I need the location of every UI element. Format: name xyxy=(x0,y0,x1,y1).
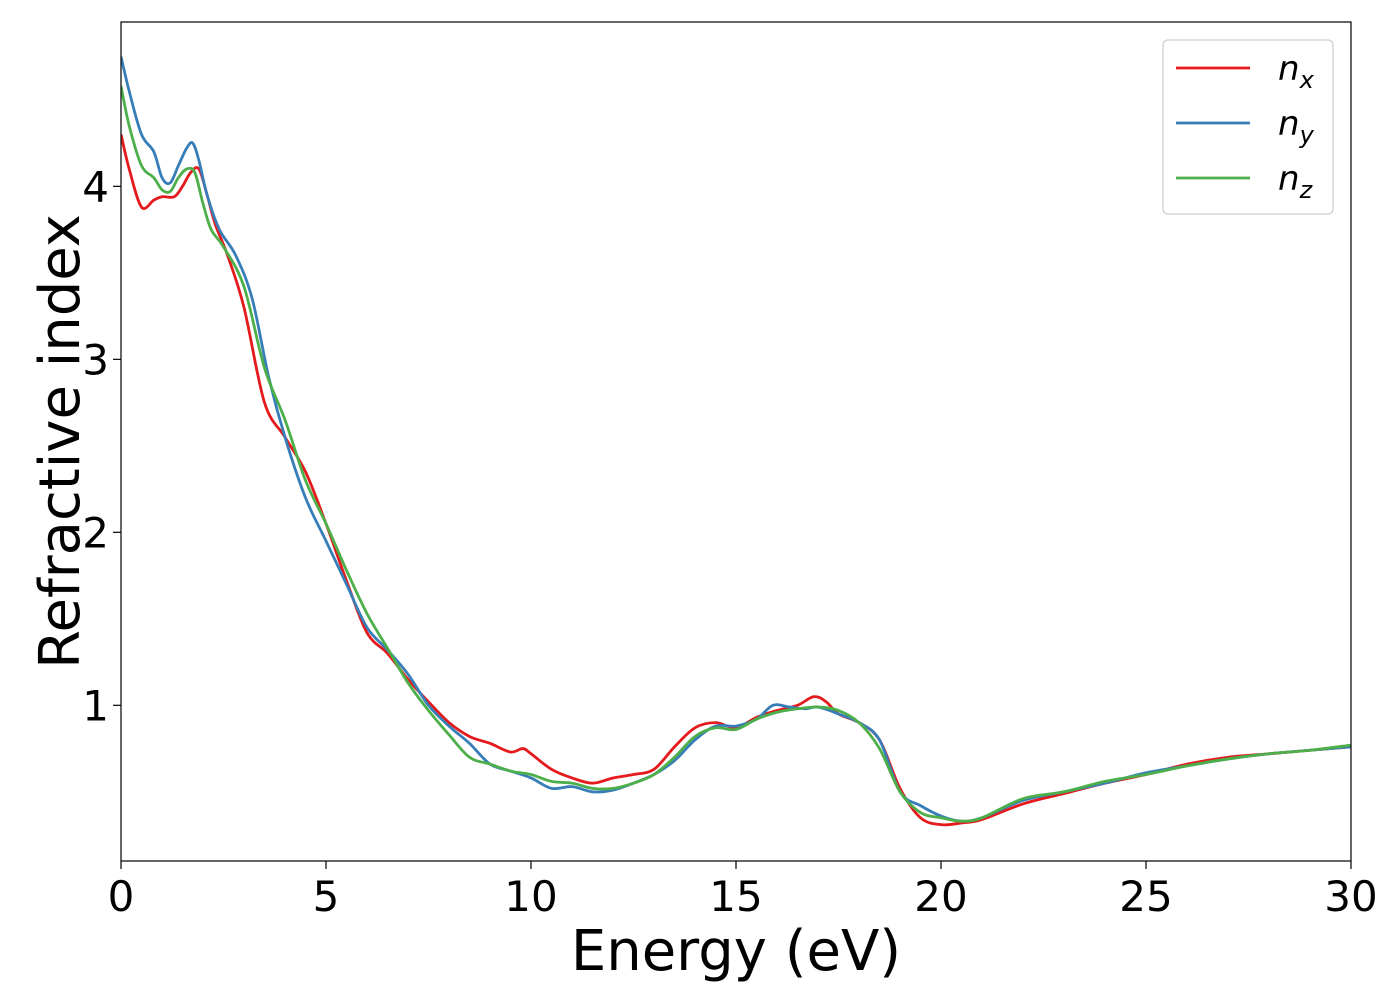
x-tick-label: 0 xyxy=(108,872,135,921)
x-axis-label: Energy (eV) xyxy=(571,919,901,984)
x-tick-label: 20 xyxy=(914,872,967,921)
y-axis-ticks: 1 2 3 4 xyxy=(82,162,121,730)
legend-label-y: ny xyxy=(1278,104,1315,149)
legend-label-x: nx xyxy=(1278,49,1315,94)
x-tick-label: 10 xyxy=(504,872,557,921)
x-tick-label: 30 xyxy=(1324,872,1377,921)
legend-box xyxy=(1162,39,1334,215)
y-tick-label: 4 xyxy=(82,162,109,211)
plot-lines xyxy=(121,56,1351,827)
x-tick-label: 15 xyxy=(709,872,762,921)
series-line-x xyxy=(121,134,1351,827)
y-axis-label: Refractive index xyxy=(28,214,93,669)
y-tick-label: 1 xyxy=(82,681,109,730)
x-tick-label: 25 xyxy=(1119,872,1172,921)
series-line-z xyxy=(121,85,1351,823)
y-tick-label: 3 xyxy=(82,335,109,384)
y-tick-label: 2 xyxy=(82,508,109,557)
x-axis-ticks: 0 5 10 15 20 25 30 xyxy=(108,861,1378,921)
legend-label-z: nz xyxy=(1278,159,1314,204)
x-tick-label: 5 xyxy=(313,872,340,921)
legend: nx ny nz xyxy=(1162,39,1334,215)
